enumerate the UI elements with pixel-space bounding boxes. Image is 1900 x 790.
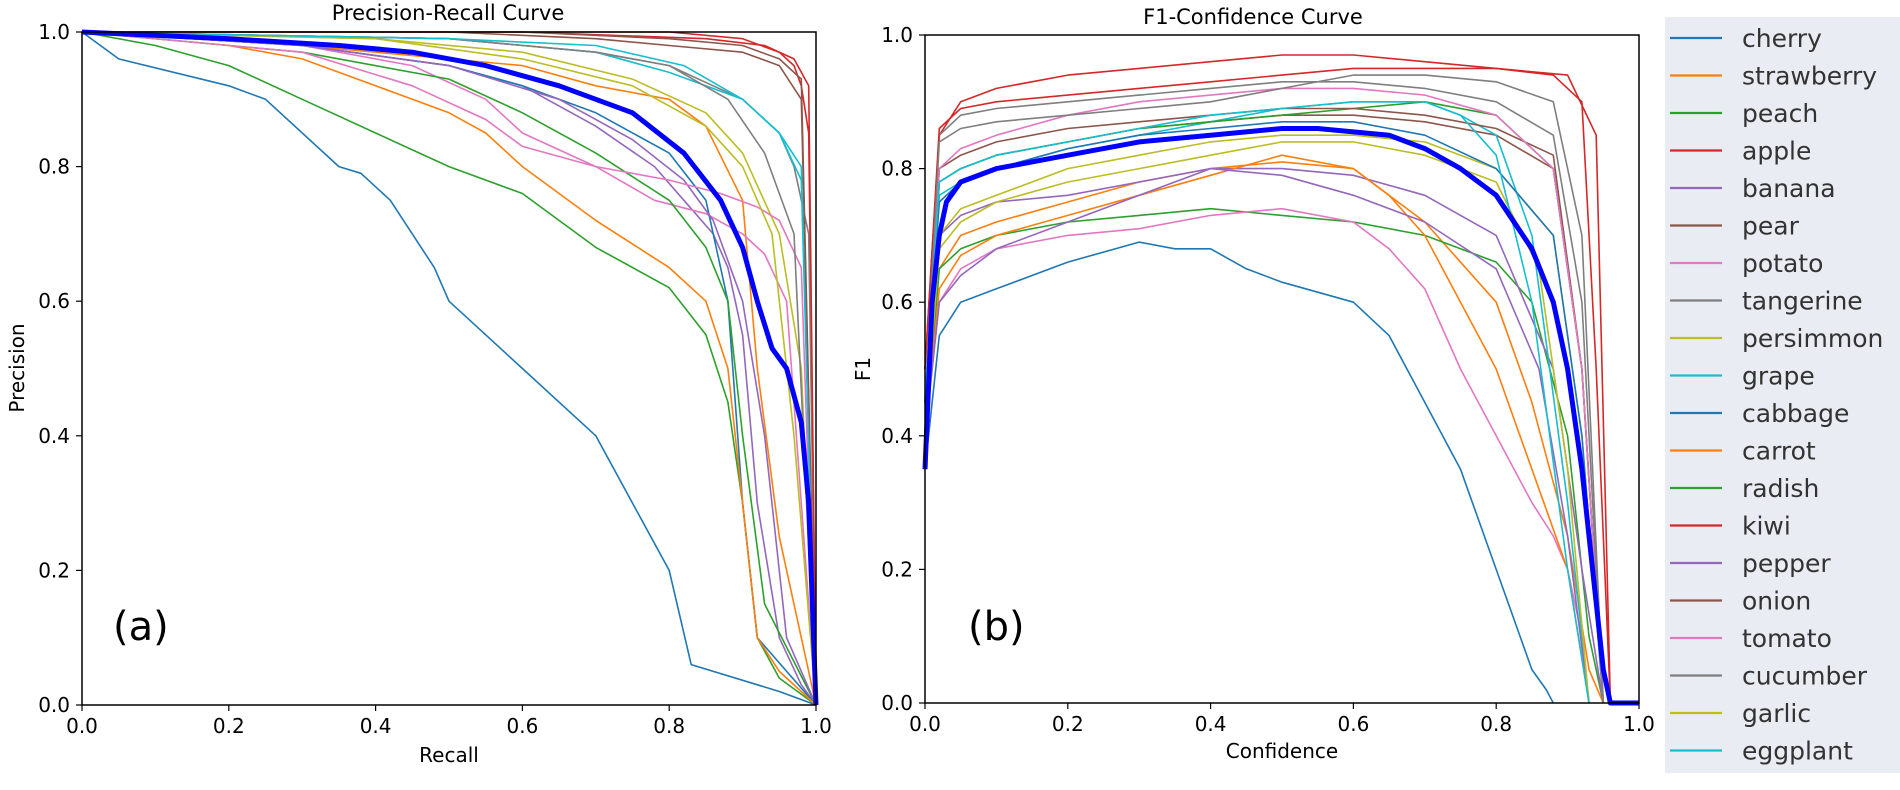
legend-label-potato: potato	[1742, 249, 1823, 278]
legend-label-apple: apple	[1742, 137, 1811, 166]
y-axis-label-f1: F1	[851, 357, 875, 381]
legend-label-eggplant: eggplant	[1742, 737, 1853, 766]
y-tick-label: 0.8	[881, 157, 913, 181]
series-line-potato	[81, 31, 817, 706]
legend-label-garlic: garlic	[1742, 699, 1811, 728]
f1-axes-frame	[924, 34, 1640, 704]
legend-items: cherry strawberry peach apple banana pear pota…	[1670, 24, 1883, 766]
y-axis-label-pr: Precision	[5, 323, 29, 412]
y-tick-label: 0.2	[38, 558, 70, 582]
chart-title-pr: Precision-Recall Curve	[332, 1, 565, 25]
panel-label-a: (a)	[113, 604, 169, 650]
series-line-pepper	[81, 31, 817, 706]
series-line-strawberry	[924, 161, 1605, 704]
legend-label-strawberry: strawberry	[1742, 62, 1877, 91]
legend-label-carrot: carrot	[1742, 437, 1816, 466]
series-line-cherry	[924, 241, 1555, 704]
legend-label-tangerine: tangerine	[1742, 287, 1863, 316]
x-axis-label-pr: Recall	[419, 743, 479, 767]
x-tick-label: 0.4	[1195, 712, 1227, 736]
legend-label-radish: radish	[1742, 474, 1819, 503]
pr-ticks-group: 0.0 0.2 0.4 0.6 0.8 1.0 0.0 0.2 0.4 0.6 0.8 1.0	[38, 20, 832, 738]
series-line-all-classes	[81, 29, 819, 706]
legend-label-cherry: cherry	[1742, 24, 1822, 53]
x-tick-label: 1.0	[1623, 712, 1655, 736]
x-tick-label: 0.4	[360, 714, 392, 738]
series-line-pear	[82, 31, 817, 706]
series-line-persimmon	[81, 31, 817, 706]
series-line-tomato	[924, 87, 1605, 704]
series-line-carrot	[81, 31, 817, 706]
series-line-radish	[81, 31, 817, 706]
y-tick-label: 1.0	[38, 20, 70, 44]
series-line-tomato	[81, 31, 817, 706]
f1-series-group	[922, 54, 1639, 706]
series-line-cucumber	[81, 31, 817, 706]
x-tick-label: 0.8	[653, 714, 685, 738]
f1-confidence-chart: F1-Confidence Curve 0.0 0.2 0.4 0.6 0.8 1.00.…	[851, 5, 1655, 763]
legend-label-grape: grape	[1742, 362, 1815, 391]
series-line-strawberry	[81, 31, 817, 706]
series-line-all-classes	[922, 126, 1639, 706]
legend-label-persimmon: persimmon	[1742, 324, 1883, 353]
x-tick-label: 0.6	[1337, 712, 1369, 736]
series-line-cherry	[81, 31, 817, 706]
legend-label-onion: onion	[1742, 587, 1811, 616]
y-tick-label: 0.6	[38, 289, 70, 313]
legend-label-kiwi: kiwi	[1742, 512, 1791, 541]
series-line-pepper	[924, 167, 1590, 704]
y-tick-label: 0.2	[881, 557, 913, 581]
panel-label-b: (b)	[968, 604, 1025, 650]
x-tick-label: 0.2	[213, 714, 245, 738]
series-line-cucumber	[924, 74, 1605, 704]
legend-background	[1665, 17, 1900, 773]
series-line-kiwi	[924, 67, 1612, 704]
series-line-potato	[924, 207, 1590, 704]
legend-label-cucumber: cucumber	[1742, 662, 1868, 691]
y-tick-label: 1.0	[881, 23, 913, 47]
series-line-carrot	[924, 154, 1590, 704]
x-tick-label: 0.0	[909, 712, 941, 736]
legend: cherry strawberry peach apple banana pear pota…	[1665, 17, 1900, 773]
legend-label-peach: peach	[1742, 99, 1818, 128]
legend-label-banana: banana	[1742, 174, 1836, 203]
legend-label-pear: pear	[1742, 212, 1800, 241]
legend-label-tomato: tomato	[1742, 624, 1832, 653]
x-axis-label-f1: Confidence	[1226, 739, 1338, 763]
chart-title-f1: F1-Confidence Curve	[1143, 5, 1363, 29]
legend-label-pepper: pepper	[1742, 549, 1831, 578]
series-line-eggplant	[924, 101, 1590, 704]
series-line-tangerine	[924, 81, 1605, 704]
f1-ticks-group: 0.0 0.2 0.4 0.6 0.8 1.0 0.0 0.2 0.4 0.6 0.8 1.0	[881, 23, 1655, 736]
legend-label-cabbage: cabbage	[1742, 399, 1849, 428]
pr-axes-frame	[81, 31, 817, 706]
x-tick-label: 0.8	[1480, 712, 1512, 736]
y-tick-label: 0.4	[38, 424, 70, 448]
y-tick-label: 0.0	[38, 693, 70, 717]
precision-recall-chart: Precision-Recall Curve 0.0 0.2 0.4 0.6 0.8 1.…	[5, 1, 832, 767]
x-tick-label: 1.0	[800, 714, 832, 738]
series-line-eggplant	[81, 31, 817, 706]
y-tick-label: 0.8	[38, 155, 70, 179]
x-tick-label: 0.0	[66, 714, 98, 738]
pr-series-group	[81, 29, 819, 706]
y-tick-label: 0.6	[881, 290, 913, 314]
series-line-banana	[924, 167, 1605, 704]
y-tick-label: 0.4	[881, 424, 913, 448]
x-tick-label: 0.2	[1052, 712, 1084, 736]
series-line-apple	[924, 54, 1612, 704]
y-tick-label: 0.0	[881, 691, 913, 715]
x-tick-label: 0.6	[506, 714, 538, 738]
